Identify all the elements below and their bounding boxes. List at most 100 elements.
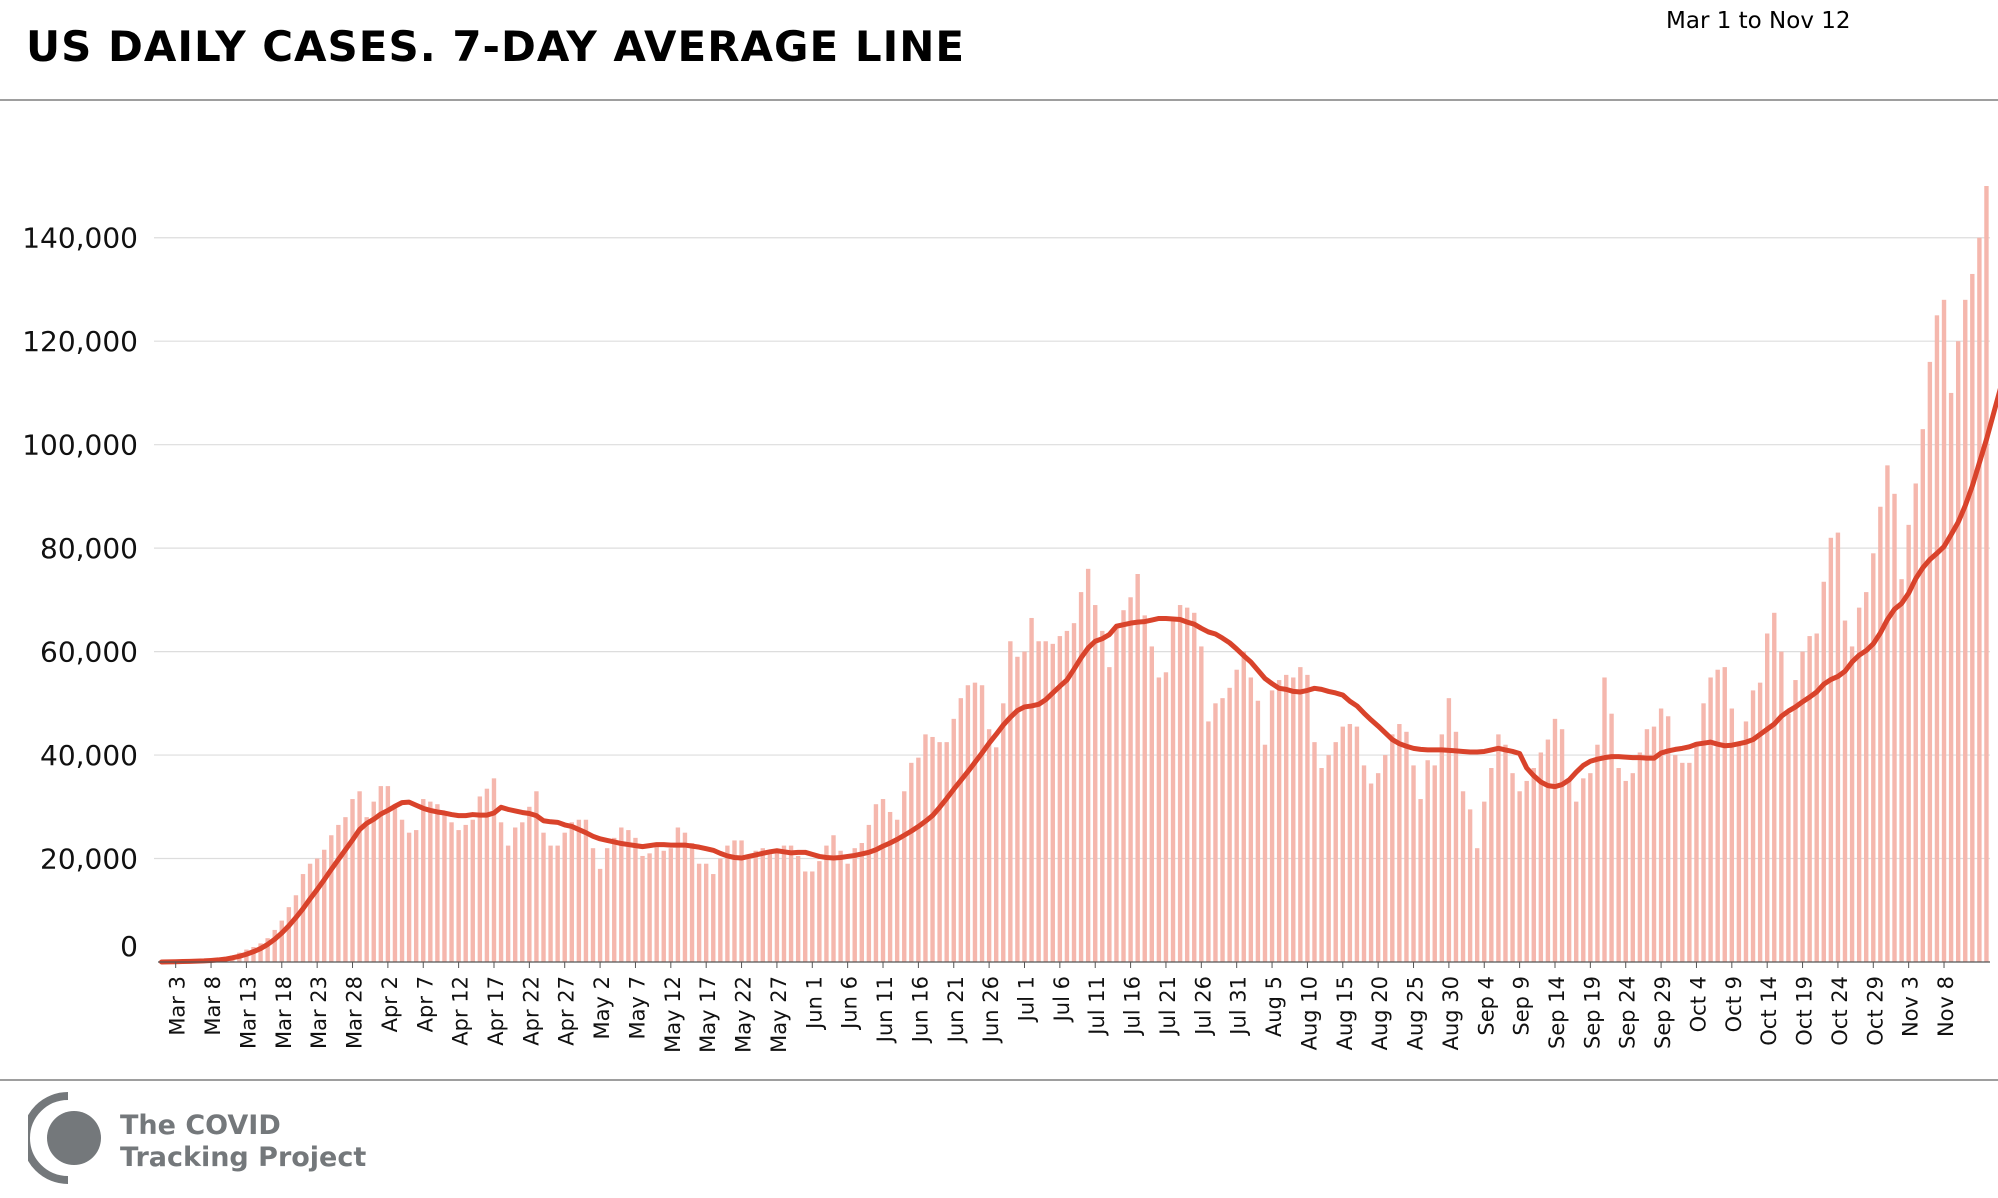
daily-case-bar <box>1078 592 1084 962</box>
daily-case-bar <box>1828 537 1834 962</box>
daily-case-bar <box>1581 778 1586 962</box>
daily-case-bar <box>1156 677 1162 962</box>
daily-case-bar <box>668 848 674 962</box>
daily-case-bar <box>1107 667 1112 962</box>
daily-case-bar <box>1227 687 1232 962</box>
daily-case-bar <box>1842 620 1848 962</box>
daily-case-bar <box>1425 760 1430 962</box>
daily-case-bar <box>1637 752 1643 962</box>
daily-case-bar <box>272 929 277 962</box>
daily-case-bar <box>1743 721 1749 962</box>
daily-case-bar <box>1071 623 1077 962</box>
daily-case-bar <box>1814 633 1819 962</box>
daily-case-bar <box>1135 574 1140 962</box>
x-tick-label: Jul 11 <box>1085 976 1109 1037</box>
daily-case-bar <box>513 827 518 962</box>
daily-case-bar <box>1340 726 1345 962</box>
daily-case-bar <box>1241 651 1246 962</box>
daily-case-bar <box>824 845 829 962</box>
daily-case-bar <box>258 943 263 962</box>
x-tick-label: Oct 9 <box>1722 976 1746 1032</box>
daily-case-bar <box>1248 677 1254 962</box>
x-tick-label: Mar 28 <box>343 976 367 1049</box>
daily-case-bar <box>590 848 596 962</box>
daily-case-bar <box>852 848 857 962</box>
daily-case-bar <box>1418 799 1423 962</box>
x-tick-label: Oct 19 <box>1793 976 1817 1046</box>
daily-case-bar <box>612 837 617 962</box>
daily-case-bar <box>449 822 454 962</box>
daily-case-bar <box>307 863 313 962</box>
daily-case-bar <box>1503 744 1508 962</box>
daily-case-bar <box>1913 483 1918 962</box>
daily-case-bar <box>1482 801 1487 962</box>
daily-case-bar <box>1552 718 1558 962</box>
x-tick-label: Jun 26 <box>979 976 1003 1044</box>
daily-case-bar <box>845 863 850 962</box>
y-tick-label: 100,000 <box>22 429 138 462</box>
x-tick-label: Sep 9 <box>1510 976 1534 1036</box>
daily-case-bar <box>1291 677 1296 962</box>
x-tick-label: Aug 10 <box>1297 976 1321 1050</box>
daily-case-bar <box>1871 553 1876 962</box>
daily-case-bar <box>1673 755 1678 962</box>
daily-case-bar <box>1800 651 1805 962</box>
daily-case-bar <box>1906 524 1911 962</box>
x-tick-label: Oct 24 <box>1828 976 1852 1046</box>
daily-case-bar <box>421 799 426 962</box>
daily-case-bar <box>1383 755 1388 962</box>
daily-case-bar <box>1545 739 1551 962</box>
daily-case-bar <box>548 845 553 962</box>
logo-wordmark: The COVID Tracking Project <box>120 1110 366 1174</box>
daily-case-bar <box>1708 677 1713 962</box>
x-tick-label: May 17 <box>696 976 720 1053</box>
daily-case-bar <box>1977 237 1982 963</box>
daily-case-bar <box>1489 768 1494 962</box>
daily-case-bar <box>682 832 688 962</box>
daily-case-bar <box>703 863 709 962</box>
daily-case-bar <box>406 832 412 962</box>
daily-case-bar <box>1948 392 1954 962</box>
x-tick-label: Apr 12 <box>449 976 473 1046</box>
daily-case-bar <box>1121 610 1126 962</box>
date-range: Mar 1 to Nov 12 <box>1666 8 1851 34</box>
daily-case-bar <box>541 832 546 962</box>
daily-case-bar <box>1114 628 1119 962</box>
daily-case-bar <box>378 786 384 962</box>
daily-case-bar <box>1729 708 1735 962</box>
x-tick-label: Jun 11 <box>873 976 897 1044</box>
daily-case-bar <box>1015 656 1020 962</box>
daily-case-bar <box>1885 465 1890 962</box>
daily-case-bar <box>781 845 787 962</box>
daily-case-bar <box>1856 607 1862 962</box>
daily-case-bar <box>838 850 843 962</box>
daily-case-bar <box>986 729 992 962</box>
daily-case-bar <box>859 843 864 962</box>
x-tick-label: Aug 15 <box>1333 976 1357 1050</box>
daily-case-bar <box>1955 341 1961 962</box>
daily-case-bar <box>300 874 306 962</box>
daily-case-bar <box>392 804 398 962</box>
daily-case-bar <box>1220 698 1225 962</box>
x-tick-label: Sep 14 <box>1545 976 1569 1049</box>
daily-case-bar <box>746 855 751 962</box>
daily-case-bar <box>1595 744 1600 962</box>
daily-case-bar <box>1284 674 1289 962</box>
cases-chart: 0 20,000 40,000 60,000 80,000 100,000 120,000 1… <box>22 186 1998 1053</box>
x-tick-label: Mar 18 <box>272 976 296 1049</box>
x-tick-label: Jul 6 <box>1050 976 1074 1023</box>
x-tick-label: Mar 8 <box>201 976 225 1036</box>
daily-case-bar <box>442 811 447 962</box>
daily-case-bar <box>788 845 794 962</box>
daily-case-bar <box>1609 713 1614 962</box>
daily-case-bar <box>1566 778 1572 962</box>
daily-case-bar <box>1623 780 1628 962</box>
y-tick-label: 120,000 <box>22 325 138 358</box>
daily-case-bar <box>329 835 334 962</box>
daily-case-bar <box>1701 703 1706 962</box>
daily-case-bar <box>1510 773 1515 962</box>
daily-case-bar <box>1404 731 1409 962</box>
daily-case-bar <box>1460 791 1466 962</box>
daily-case-bar <box>1970 273 1975 962</box>
daily-case-bar <box>1680 762 1685 962</box>
